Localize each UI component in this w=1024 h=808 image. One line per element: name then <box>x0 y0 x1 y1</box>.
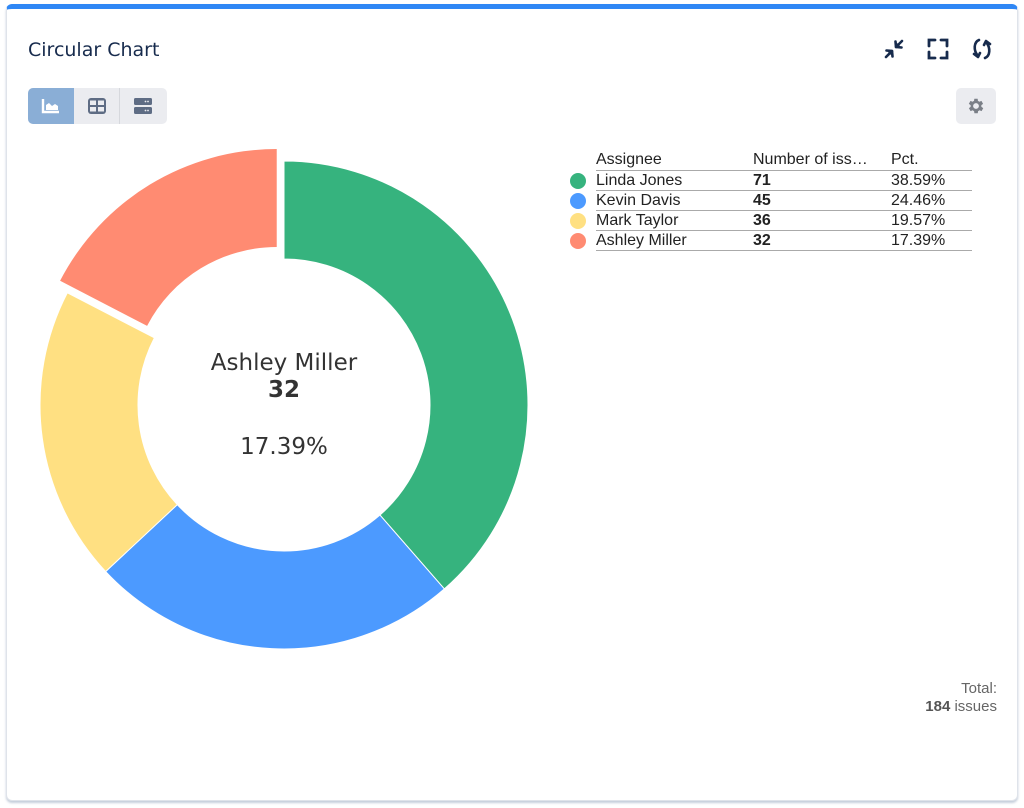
donut-slice-mark-taylor[interactable] <box>39 292 179 573</box>
chart-legend: Assignee Number of iss… Pct. Linda Jones… <box>564 150 972 251</box>
legend-pct: 19.57% <box>891 210 972 231</box>
total-label: Total: <box>961 680 997 697</box>
legend-header-assignee: Assignee <box>596 150 753 171</box>
legend-name: Linda Jones <box>596 170 753 191</box>
legend-row[interactable]: Mark Taylor 36 19.57% <box>564 210 972 231</box>
donut-slice-kevin-davis[interactable] <box>104 503 446 650</box>
legend-value: 71 <box>753 170 891 191</box>
header-actions <box>880 35 995 62</box>
fullscreen-icon <box>927 38 948 59</box>
legend-dot-icon <box>570 172 586 189</box>
refresh-icon <box>972 38 991 59</box>
total-summary: Total: 184 issues <box>925 680 997 716</box>
legend-name: Kevin Davis <box>596 190 753 211</box>
donut-slice-linda-jones[interactable] <box>283 160 529 590</box>
legend-row[interactable]: Linda Jones 71 38.59% <box>564 170 972 191</box>
total-unit: issues <box>954 698 997 715</box>
legend-pct: 17.39% <box>891 230 972 251</box>
collapse-icon <box>884 39 903 58</box>
legend-pct: 24.46% <box>891 190 972 211</box>
card-title: Circular Chart <box>28 39 160 61</box>
legend-name: Mark Taylor <box>596 210 753 231</box>
settings-button[interactable] <box>956 88 996 124</box>
legend-value: 36 <box>753 210 891 231</box>
area-chart-icon <box>41 99 59 114</box>
legend-row[interactable]: Kevin Davis 45 24.46% <box>564 190 972 211</box>
server-rows-icon <box>134 98 152 114</box>
total-count: 184 <box>925 698 951 715</box>
list-view-button[interactable] <box>120 88 166 124</box>
center-label-value: 32 <box>267 377 300 403</box>
chart-view-button[interactable] <box>28 88 74 124</box>
refresh-button[interactable] <box>968 35 995 62</box>
donut-slice-ashley-miller[interactable] <box>60 149 277 326</box>
center-label-name: Ashley Miller <box>210 350 358 376</box>
legend-dot-icon <box>570 212 586 229</box>
legend-name: Ashley Miller <box>596 230 753 251</box>
legend-header-count: Number of iss… <box>753 150 891 171</box>
collapse-button[interactable] <box>880 35 907 62</box>
legend-dot-icon <box>570 232 586 249</box>
center-label-pct: 17.39% <box>240 434 328 460</box>
fullscreen-button[interactable] <box>924 35 951 62</box>
legend-value: 32 <box>753 230 891 251</box>
view-toggle <box>28 88 167 124</box>
grid-icon <box>87 98 106 114</box>
gear-icon <box>968 98 984 114</box>
legend-dot-icon <box>570 192 586 209</box>
legend-header-pct: Pct. <box>891 150 972 171</box>
legend-value: 45 <box>753 190 891 211</box>
legend-pct: 38.59% <box>891 170 972 191</box>
legend-row[interactable]: Ashley Miller 32 17.39% <box>564 230 972 251</box>
table-view-button[interactable] <box>74 88 120 124</box>
